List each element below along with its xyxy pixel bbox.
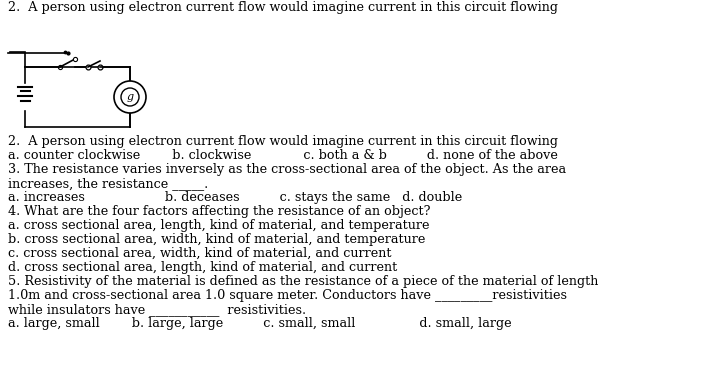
Text: 4. What are the four factors affecting the resistance of an object?: 4. What are the four factors affecting t… — [8, 205, 431, 218]
Text: 2.  A person using electron current flow would imagine current in this circuit f: 2. A person using electron current flow … — [8, 1, 558, 14]
Text: while insulators have ___________  resistivities.: while insulators have ___________ resist… — [8, 303, 306, 316]
Circle shape — [114, 81, 146, 113]
Text: d. cross sectional area, length, kind of material, and current: d. cross sectional area, length, kind of… — [8, 261, 397, 274]
Text: g: g — [126, 92, 133, 102]
Text: increases, the resistance _____.: increases, the resistance _____. — [8, 177, 208, 190]
Text: a. counter clockwise        b. clockwise             c. both a & b          d. n: a. counter clockwise b. clockwise c. bot… — [8, 149, 558, 162]
Text: a. large, small        b. large, large          c. small, small                d: a. large, small b. large, large c. small… — [8, 317, 512, 330]
Text: 2.  A person using electron current flow would imagine current in this circuit f: 2. A person using electron current flow … — [8, 135, 558, 148]
Text: 3. The resistance varies inversely as the cross-sectional area of the object. As: 3. The resistance varies inversely as th… — [8, 163, 566, 176]
Text: a. increases                    b. deceases          c. stays the same   d. doub: a. increases b. deceases c. stays the sa… — [8, 191, 462, 204]
Text: c. cross sectional area, width, kind of material, and current: c. cross sectional area, width, kind of … — [8, 247, 391, 260]
Text: 1.0m and cross-sectional area 1.0 square meter. Conductors have _________resisti: 1.0m and cross-sectional area 1.0 square… — [8, 289, 567, 302]
Text: 5. Resistivity of the material is defined as the resistance of a piece of the ma: 5. Resistivity of the material is define… — [8, 275, 599, 288]
Text: b. cross sectional area, width, kind of material, and temperature: b. cross sectional area, width, kind of … — [8, 233, 425, 246]
Text: a. cross sectional area, length, kind of material, and temperature: a. cross sectional area, length, kind of… — [8, 219, 429, 232]
